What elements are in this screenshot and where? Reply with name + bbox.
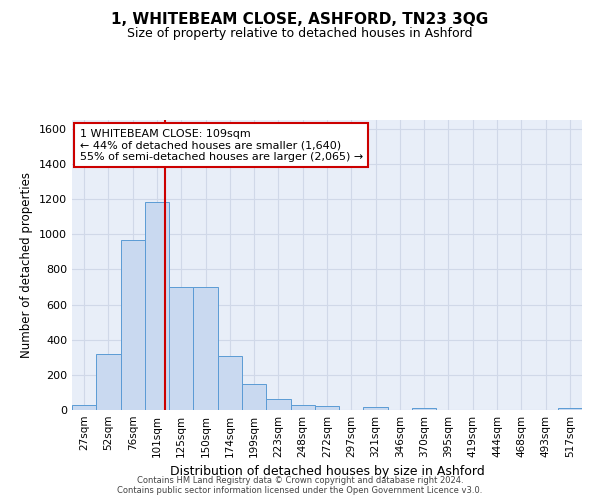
Text: 1 WHITEBEAM CLOSE: 109sqm
← 44% of detached houses are smaller (1,640)
55% of se: 1 WHITEBEAM CLOSE: 109sqm ← 44% of detac… (80, 128, 363, 162)
Bar (145, 202, 169, 410)
Text: Contains HM Land Registry data © Crown copyright and database right 2024.
Contai: Contains HM Land Registry data © Crown c… (118, 476, 482, 495)
Y-axis label: Number of detached properties: Number of detached properties (20, 172, 34, 358)
Bar (121, 240, 145, 410)
Text: Size of property relative to detached houses in Ashford: Size of property relative to detached ho… (127, 28, 473, 40)
Bar (242, 384, 266, 410)
Bar (412, 408, 436, 410)
Bar (558, 408, 582, 410)
X-axis label: Distribution of detached houses by size in Ashford: Distribution of detached houses by size … (170, 466, 484, 478)
Bar (193, 287, 218, 410)
Bar (218, 356, 242, 410)
Bar (266, 398, 290, 410)
Bar (72, 404, 96, 410)
Bar (169, 287, 193, 410)
Bar (364, 408, 388, 410)
Text: 1, WHITEBEAM CLOSE, ASHFORD, TN23 3QG: 1, WHITEBEAM CLOSE, ASHFORD, TN23 3QG (112, 12, 488, 28)
Bar (96, 354, 121, 410)
Bar (290, 404, 315, 410)
Bar (315, 406, 339, 410)
